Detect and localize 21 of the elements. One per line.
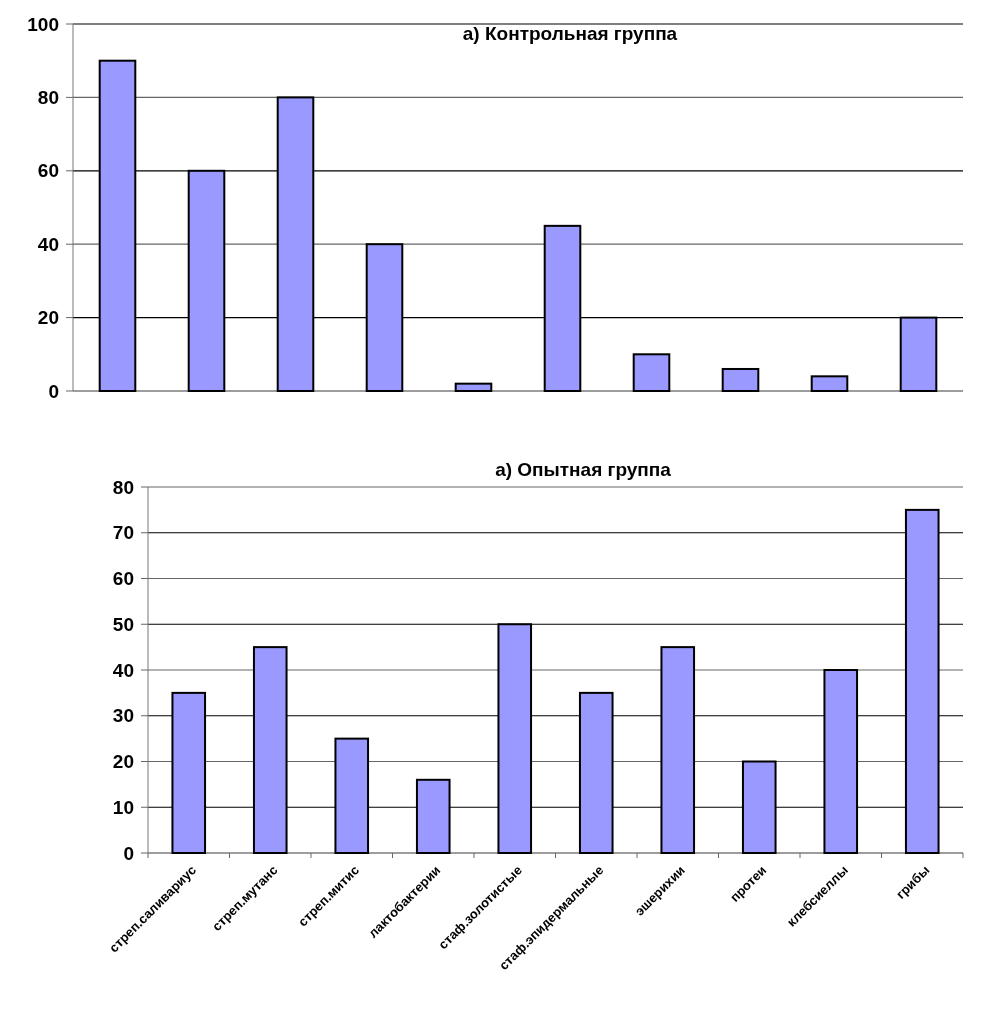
y-tick-label: 20 — [112, 751, 134, 773]
y-tick-label: 100 — [27, 13, 59, 35]
y-tick-label: 80 — [37, 87, 59, 109]
y-tick-label: 20 — [37, 307, 59, 329]
y-tick-label: 50 — [112, 613, 134, 635]
bar — [632, 353, 671, 392]
y-tick-label: 0 — [48, 380, 59, 402]
chart-title: а) Контрольная группа — [462, 23, 678, 44]
y-tick-label: 70 — [112, 522, 134, 544]
y-tick-label: 40 — [37, 233, 59, 255]
chart-title: а) Опытная группа — [495, 459, 672, 480]
y-tick-label: 80 — [112, 476, 134, 498]
y-tick-label: 10 — [112, 796, 134, 818]
y-tick-label: 0 — [123, 842, 134, 864]
y-tick-label: 60 — [37, 160, 59, 182]
bar — [454, 382, 493, 392]
bar — [721, 367, 760, 392]
y-tick-label: 60 — [112, 568, 134, 590]
y-tick-label: 40 — [112, 659, 134, 681]
y-tick-label: 30 — [112, 705, 134, 727]
bar — [810, 375, 849, 392]
